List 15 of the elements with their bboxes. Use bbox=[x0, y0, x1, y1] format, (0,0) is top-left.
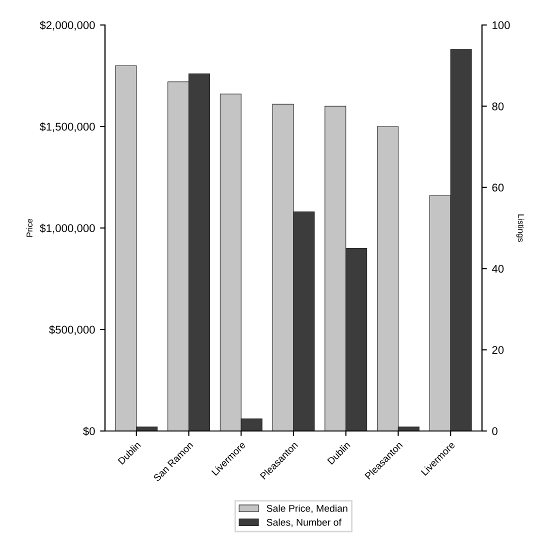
y2-axis-title: Listings bbox=[516, 214, 524, 242]
y2-tick-label: 20 bbox=[492, 346, 504, 354]
y2-tick-label: 0 bbox=[492, 427, 498, 436]
y-tick-label: $1,500,000 bbox=[40, 122, 95, 132]
y2-tick-label: 100 bbox=[492, 21, 510, 30]
y-axis-title: Price bbox=[26, 218, 32, 237]
y-tick-label: $1,000,000 bbox=[40, 224, 95, 234]
y-tick-label: $0 bbox=[83, 426, 95, 436]
y2-tick-label: 80 bbox=[492, 102, 504, 110]
legend-label: Sale Price, Median bbox=[266, 504, 348, 513]
y-tick-label: $2,000,000 bbox=[40, 20, 95, 30]
legend-label: Sales, Number of bbox=[266, 518, 342, 527]
y-tick-label: $500,000 bbox=[49, 325, 95, 335]
y2-tick-label: 40 bbox=[492, 264, 504, 273]
y2-tick-label: 60 bbox=[492, 184, 504, 192]
